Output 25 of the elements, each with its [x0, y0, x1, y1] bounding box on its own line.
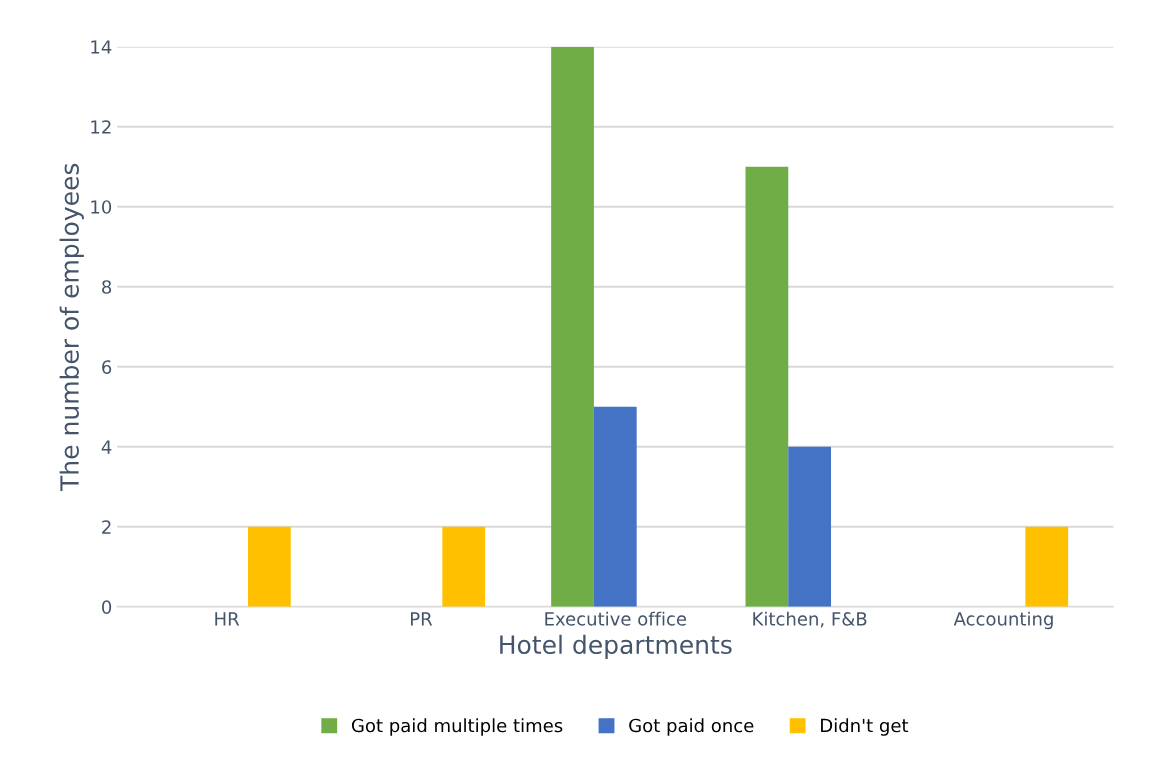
bar	[551, 46, 594, 607]
bar	[1025, 526, 1069, 607]
y-tick-label: 2	[102, 520, 111, 534]
y-tick-label: 6	[102, 360, 112, 374]
y-tick-label: 0	[102, 600, 112, 614]
bar	[788, 446, 832, 607]
y-tick-label: 12	[91, 120, 111, 134]
y-tick-label: 10	[91, 200, 112, 214]
bar	[593, 406, 637, 607]
legend-label: Got paid multiple times	[351, 718, 563, 736]
legend-label: Didn't get	[821, 718, 909, 736]
x-tick-label: Accounting	[953, 611, 1053, 630]
y-tick-label: 14	[91, 40, 112, 54]
x-axis-title: Hotel departments	[500, 634, 732, 659]
x-tick-label: Executive office	[545, 611, 687, 626]
x-tick-label: Kitchen, F&B	[753, 611, 867, 628]
bar	[745, 166, 789, 607]
legend-label: Got paid once	[629, 718, 754, 736]
y-axis-title: The number of employees	[59, 163, 84, 492]
y-tick-label: 4	[101, 440, 112, 454]
x-tick-label: HR	[215, 612, 240, 626]
x-tick-label: PR	[411, 612, 433, 626]
bar	[442, 526, 486, 607]
y-tick-label: 8	[102, 280, 112, 294]
bar	[247, 526, 291, 607]
